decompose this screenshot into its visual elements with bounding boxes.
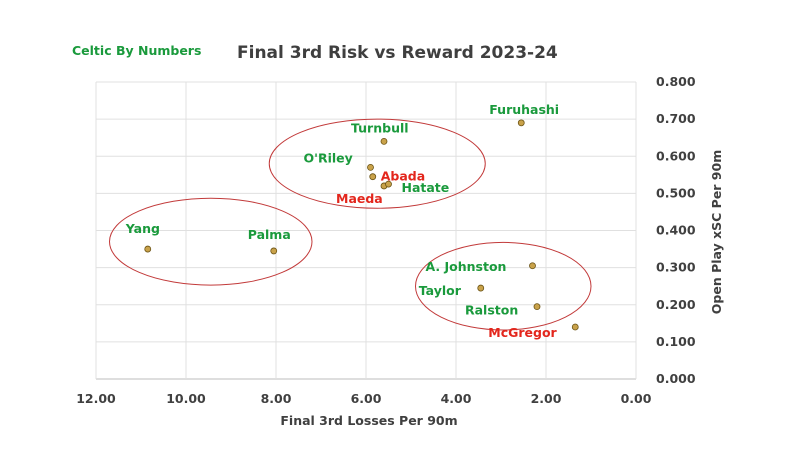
x-tick-label: 0.00 — [621, 391, 652, 406]
y-tick-label: 0.700 — [656, 111, 696, 126]
x-tick-label: 6.00 — [351, 391, 382, 406]
data-point-labels: Furuhashi Turnbull O'Riley Abada Maeda Hatate… — [125, 102, 559, 340]
data-point-o-riley — [367, 163, 374, 171]
data-label-palma: Palma — [248, 227, 291, 242]
data-label-o-riley: O'Riley — [304, 150, 353, 165]
data-label-maeda: Maeda — [336, 191, 383, 206]
data-label-yang: Yang — [125, 221, 160, 236]
data-label-hatate: Hatate — [402, 180, 450, 195]
data-point-furuhashi — [517, 119, 525, 127]
x-tick-label: 12.00 — [76, 391, 116, 406]
brand-label: Celtic By Numbers — [72, 43, 202, 58]
chart-title: Final 3rd Risk vs Reward 2023-24 — [237, 43, 558, 63]
y-axis-title: Open Play xSC Per 90m — [709, 150, 724, 314]
data-label-turnbull: Turnbull — [351, 120, 409, 135]
y-tick-label: 0.100 — [656, 334, 696, 349]
x-axis-title: Final 3rd Losses Per 90m — [280, 413, 457, 428]
y-tick-label: 0.000 — [656, 371, 696, 386]
y-tick-label: 0.600 — [656, 148, 696, 163]
data-label-taylor: Taylor — [419, 283, 462, 298]
group-ellipse — [109, 197, 313, 286]
y-tick-label: 0.300 — [656, 260, 696, 275]
x-tick-labels: 12.00 10.00 8.00 6.00 4.00 2.00 0.00 — [76, 391, 651, 406]
data-point-yang — [144, 245, 152, 253]
data-point-palma — [270, 247, 278, 255]
data-label-mcgregor: McGregor — [488, 325, 557, 340]
x-tick-label: 4.00 — [441, 391, 472, 406]
data-label-a-johnston: A. Johnston — [426, 259, 507, 274]
data-point-mcgregor — [571, 323, 579, 331]
data-point-abada — [369, 173, 377, 181]
x-tick-label: 10.00 — [166, 391, 206, 406]
group-ellipses — [109, 118, 592, 331]
x-tick-label: 8.00 — [261, 391, 292, 406]
x-tick-label: 2.00 — [531, 391, 562, 406]
data-point-ralston — [533, 303, 541, 311]
y-tick-label: 0.400 — [656, 223, 696, 238]
y-tick-label: 0.200 — [656, 297, 696, 312]
data-points — [144, 119, 579, 331]
gridlines — [95, 81, 637, 380]
y-tick-label: 0.800 — [656, 74, 696, 89]
y-tick-labels: 0.000 0.100 0.200 0.300 0.400 0.500 0.600 0.700… — [656, 74, 696, 386]
data-point-hatate — [385, 180, 392, 188]
group-ellipse — [415, 241, 592, 331]
y-tick-label: 0.500 — [656, 185, 696, 200]
data-point-a-johnston — [529, 262, 536, 270]
data-label-abada: Abada — [381, 169, 425, 184]
data-label-furuhashi: Furuhashi — [489, 102, 559, 117]
group-ellipse — [268, 118, 486, 209]
data-point-turnbull — [380, 137, 388, 145]
data-label-ralston: Ralston — [465, 303, 518, 318]
data-point-taylor — [477, 284, 485, 292]
